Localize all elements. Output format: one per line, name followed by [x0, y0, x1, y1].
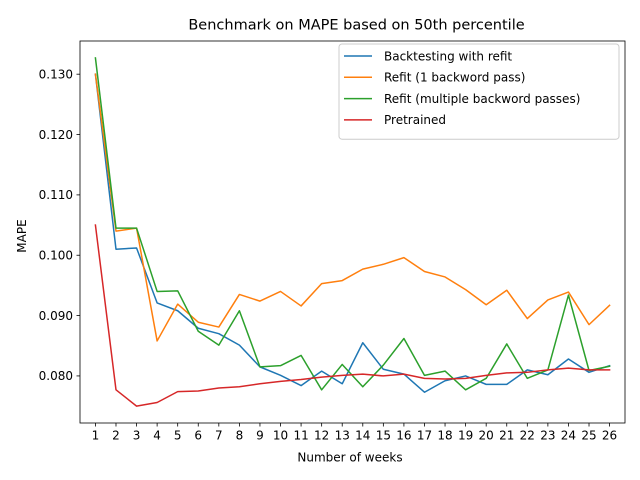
chart-title: Benchmark on MAPE based on 50th percenti… — [188, 18, 524, 34]
plot-area — [79, 40, 626, 424]
legend: Backtesting with refit Refit (1 backword … — [338, 43, 620, 140]
x-axis-label: Number of weeks — [297, 451, 402, 465]
x-tick-label: 2 — [112, 429, 120, 443]
x-tick-label: 13 — [335, 429, 350, 443]
x-tick-label: 4 — [153, 429, 161, 443]
legend-label: Refit (multiple backword passes) — [384, 92, 580, 106]
y-tick-label: 0.130 — [39, 67, 73, 81]
legend-label: Backtesting with refit — [384, 49, 512, 63]
x-tick-label: 6 — [194, 429, 202, 443]
x-tick-label: 22 — [520, 429, 535, 443]
y-tick-label: 0.090 — [39, 309, 73, 323]
x-tick-label: 20 — [479, 429, 494, 443]
x-tick-label: 17 — [417, 429, 432, 443]
x-tick-label: 18 — [437, 429, 452, 443]
x-tick-label: 8 — [236, 429, 244, 443]
legend-label: Refit (1 backword pass) — [384, 71, 525, 85]
y-axis: 0.080 0.090 0.100 0.110 0.120 0.130 — [39, 67, 80, 383]
y-tick-label: 0.120 — [39, 128, 73, 142]
x-tick-label: 5 — [174, 429, 182, 443]
x-tick-label: 19 — [458, 429, 473, 443]
x-tick-label: 11 — [293, 429, 308, 443]
x-tick-label: 10 — [273, 429, 288, 443]
y-tick-label: 0.110 — [39, 188, 73, 202]
x-tick-label: 25 — [581, 429, 596, 443]
y-tick-label: 0.100 — [39, 249, 73, 263]
x-tick-label: 21 — [499, 429, 514, 443]
x-tick-label: 15 — [376, 429, 391, 443]
legend-label: Pretrained — [384, 113, 446, 127]
x-tick-label: 23 — [540, 429, 555, 443]
legend-box — [338, 43, 620, 140]
x-axis: 1 2 3 4 5 6 7 8 9 10 11 12 13 14 15 16 17 18 19 20 21 22 23 24 2… — [92, 423, 617, 443]
x-tick-label: 12 — [314, 429, 329, 443]
y-axis-label: MAPE — [15, 219, 29, 252]
x-tick-label: 26 — [602, 429, 617, 443]
x-tick-label: 14 — [355, 429, 370, 443]
y-tick-label: 0.080 — [39, 369, 73, 383]
x-tick-label: 3 — [133, 429, 141, 443]
series-line-2 — [94, 73, 611, 342]
x-tick-label: 7 — [215, 429, 223, 443]
x-tick-label: 16 — [396, 429, 411, 443]
series-line-4 — [94, 224, 611, 407]
x-tick-label: 24 — [561, 429, 576, 443]
x-tick-label: 1 — [92, 429, 100, 443]
x-tick-label: 9 — [256, 429, 264, 443]
plot-frame — [79, 40, 626, 424]
